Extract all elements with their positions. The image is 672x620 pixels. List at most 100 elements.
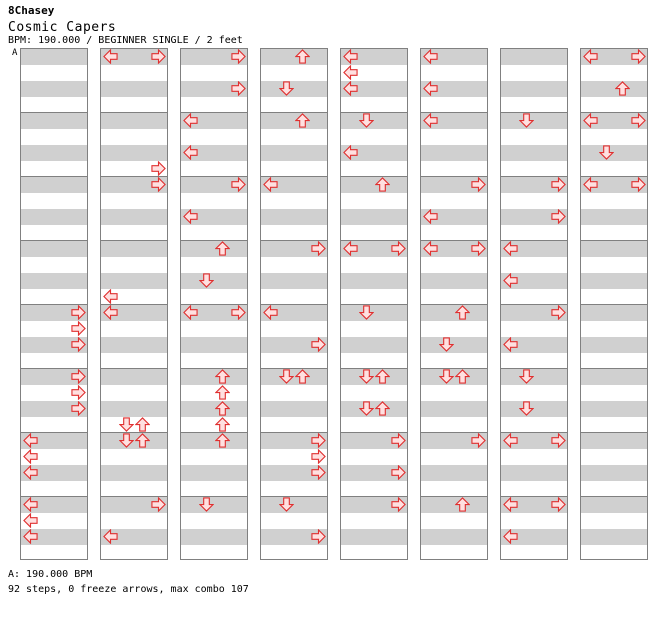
beat-row [101,273,167,289]
chart-column [500,48,568,560]
beat-row [421,113,487,129]
measure-line [581,176,647,177]
beat-row [341,49,407,65]
arrow-down-icon [199,497,214,512]
measure-line [101,112,167,113]
measure-line [261,176,327,177]
beat-row [501,337,567,353]
measure-line [341,496,407,497]
arrow-right-icon [311,529,326,544]
beat-row [501,225,567,241]
measure-line [181,496,247,497]
measure-line [261,368,327,369]
beat-row [261,305,327,321]
measure-line [341,304,407,305]
beat-row [181,353,247,369]
beat-row [21,497,87,513]
arrow-right-icon [551,497,566,512]
arrow-left-icon [583,113,598,128]
arrow-right-icon [71,369,86,384]
chart-column [260,48,328,560]
arrow-left-icon [503,497,518,512]
beat-row [261,161,327,177]
arrow-left-icon [103,289,118,304]
beat-row [581,225,647,241]
beat-row [581,81,647,97]
beat-row [181,305,247,321]
arrow-right-icon [151,161,166,176]
beat-row [581,161,647,177]
beat-row [421,321,487,337]
beat-row [261,401,327,417]
beat-row [181,257,247,273]
measure-line [501,304,567,305]
arrow-left-icon [503,433,518,448]
beat-row [261,257,327,273]
arrow-up-icon [375,401,390,416]
beat-row [581,257,647,273]
beat-row [421,305,487,321]
beat-row [341,145,407,161]
beat-row [581,465,647,481]
beat-row [581,321,647,337]
beat-row [181,177,247,193]
beat-row [421,385,487,401]
beat-row [181,465,247,481]
beat-row [101,241,167,257]
beat-row [261,97,327,113]
measure-line [181,368,247,369]
arrow-left-icon [103,49,118,64]
measure-line [341,368,407,369]
beat-row [421,65,487,81]
beat-row [21,529,87,545]
beat-row [501,49,567,65]
beat-row [581,545,647,559]
arrow-left-icon [503,337,518,352]
beat-row [581,449,647,465]
measure-line [341,112,407,113]
arrow-left-icon [183,145,198,160]
beat-row [181,337,247,353]
arrow-up-icon [615,81,630,96]
arrow-right-icon [151,49,166,64]
beat-row [581,209,647,225]
measure-line [181,176,247,177]
measure-line [21,304,87,305]
arrow-right-icon [311,433,326,448]
beat-row [341,481,407,497]
step-stats: 92 steps, 0 freeze arrows, max combo 107 [8,584,249,595]
arrow-down-icon [359,369,374,384]
beat-row [261,465,327,481]
beat-row [581,305,647,321]
beat-row [501,433,567,449]
measure-line [501,176,567,177]
beat-row [421,513,487,529]
measure-line [101,176,167,177]
beat-row [421,337,487,353]
beat-row [101,65,167,81]
arrow-down-icon [519,369,534,384]
beat-row [181,321,247,337]
beat-row [341,257,407,273]
beat-row [501,209,567,225]
arrow-up-icon [215,369,230,384]
beat-row [501,401,567,417]
beat-row [501,97,567,113]
bpm-legend: A: 190.000 BPM [8,569,93,580]
beat-row [21,545,87,559]
measure-line [421,432,487,433]
beat-row [101,97,167,113]
beat-row [501,305,567,321]
beat-row [341,497,407,513]
beat-row [261,513,327,529]
beat-row [421,289,487,305]
beat-row [581,273,647,289]
beat-row [181,81,247,97]
beat-row [341,289,407,305]
arrow-down-icon [119,433,134,448]
beat-row [341,65,407,81]
beat-row [501,65,567,81]
measure-line [421,304,487,305]
beat-row [101,481,167,497]
beat-row [501,497,567,513]
